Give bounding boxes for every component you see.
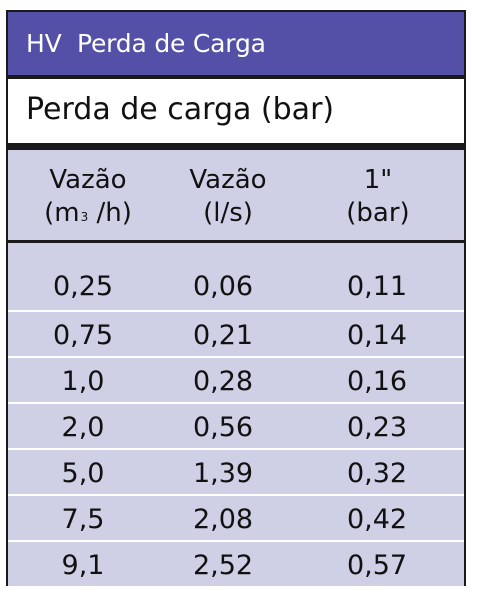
column-header-flow-m3h: Vazão (m3 /h) bbox=[13, 164, 163, 230]
table-row: 9,1 2,52 0,57 bbox=[8, 540, 464, 588]
cell-pressure: 0,14 bbox=[346, 320, 408, 351]
table-row: 1,0 0,28 0,16 bbox=[8, 356, 464, 404]
divider bbox=[8, 240, 464, 243]
table-row: 5,0 1,39 0,32 bbox=[8, 448, 464, 496]
column-header-line1: 1" bbox=[363, 165, 393, 195]
cell-flow-ls: 1,39 bbox=[192, 458, 254, 489]
cell-pressure: 0,23 bbox=[346, 412, 408, 443]
loss-table: HV Perda de Carga Perda de carga (bar) V… bbox=[6, 10, 466, 586]
column-header-line1: Vazão bbox=[189, 165, 267, 195]
cell-flow-ls: 0,06 bbox=[192, 271, 254, 302]
table-row: 0,75 0,21 0,14 bbox=[8, 310, 464, 358]
cell-pressure: 0,11 bbox=[346, 271, 408, 302]
title-bar: HV Perda de Carga bbox=[8, 12, 464, 79]
table-title: HV Perda de Carga bbox=[26, 29, 266, 58]
cell-flow-m3h: 1,0 bbox=[61, 366, 105, 397]
cell-flow-m3h: 0,75 bbox=[52, 320, 114, 351]
cell-flow-m3h: 5,0 bbox=[61, 458, 105, 489]
table-row: 7,5 2,08 0,42 bbox=[8, 494, 464, 542]
column-header-unit: (l/s) bbox=[203, 198, 253, 228]
cell-flow-ls: 2,52 bbox=[192, 550, 254, 581]
cell-flow-m3h: 0,25 bbox=[52, 271, 114, 302]
table-body: 0,25 0,06 0,11 0,75 0,21 0,14 1,0 0,28 0… bbox=[8, 243, 464, 586]
column-header-unit: (m3 /h) bbox=[44, 198, 132, 228]
cell-flow-ls: 0,28 bbox=[192, 366, 254, 397]
cell-pressure: 0,57 bbox=[346, 550, 408, 581]
cell-pressure: 0,32 bbox=[346, 458, 408, 489]
cell-flow-ls: 0,21 bbox=[192, 320, 254, 351]
cell-flow-m3h: 2,0 bbox=[61, 412, 105, 443]
subtitle-bar: Perda de carga (bar) bbox=[8, 79, 464, 143]
table-subtitle: Perda de carga (bar) bbox=[26, 92, 335, 127]
cell-flow-ls: 0,56 bbox=[192, 412, 254, 443]
divider bbox=[8, 143, 464, 150]
column-header-pressure: 1" (bar) bbox=[303, 164, 453, 230]
cell-flow-m3h: 7,5 bbox=[61, 504, 105, 535]
cell-flow-ls: 2,08 bbox=[192, 504, 254, 535]
cell-flow-m3h: 9,1 bbox=[61, 550, 105, 581]
cell-pressure: 0,42 bbox=[346, 504, 408, 535]
column-headers: Vazão (m3 /h) Vazão (l/s) 1" (bar) bbox=[8, 150, 464, 240]
column-header-flow-ls: Vazão (l/s) bbox=[153, 164, 303, 230]
table-row: 0,25 0,06 0,11 bbox=[8, 263, 464, 309]
column-header-unit: (bar) bbox=[346, 198, 410, 228]
cell-pressure: 0,16 bbox=[346, 366, 408, 397]
table-row: 2,0 0,56 0,23 bbox=[8, 402, 464, 450]
column-header-line1: Vazão bbox=[49, 165, 127, 195]
